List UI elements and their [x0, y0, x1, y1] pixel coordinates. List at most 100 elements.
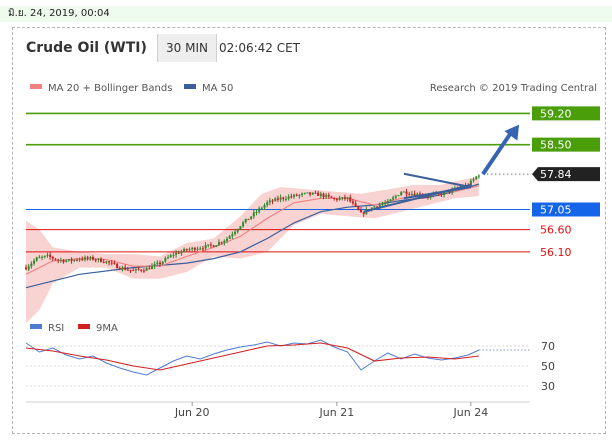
candle-body	[207, 244, 210, 246]
candle-body	[41, 256, 44, 258]
candle-body	[199, 248, 202, 250]
candle-body	[94, 259, 97, 261]
candle-body	[183, 248, 186, 252]
candle-body	[373, 206, 376, 208]
candle-body	[134, 268, 137, 271]
candle-body	[126, 269, 129, 271]
candle-body	[97, 258, 100, 260]
candle-body	[268, 200, 271, 203]
candle-body	[49, 254, 52, 257]
candle-body	[306, 192, 309, 194]
candle-body	[164, 258, 167, 262]
candle-body	[86, 257, 89, 259]
candle-body	[343, 197, 346, 199]
candle-body	[338, 198, 341, 200]
candle-body	[239, 226, 242, 230]
candle-body	[234, 231, 237, 235]
timestamp-text: มิ.ย. 24, 2019, 00:04	[8, 8, 110, 19]
triangle-trendline-top	[403, 172, 472, 189]
candle-body	[346, 197, 349, 199]
candle-body	[394, 195, 397, 198]
candle-body	[357, 206, 360, 211]
candle-body	[472, 179, 475, 181]
candle-body	[65, 260, 68, 262]
legend-ma50: MA 50	[184, 83, 233, 94]
rsi-tick-70: 70	[541, 340, 555, 353]
candle-body	[392, 197, 395, 200]
candle-body	[252, 212, 255, 217]
candle-body	[295, 194, 298, 196]
candle-body	[38, 257, 41, 259]
candle-body	[57, 259, 60, 261]
candle-body	[196, 248, 199, 251]
candle-body	[298, 194, 301, 196]
level-badge-resistance-2	[532, 106, 600, 121]
candle-body	[258, 208, 261, 212]
candle-body	[349, 197, 352, 202]
trendlines-layer	[363, 124, 520, 213]
candle-body	[384, 203, 387, 205]
candle-body	[381, 204, 384, 206]
candle-body	[279, 197, 282, 200]
candle-body	[92, 257, 94, 260]
x-tick-label: Jun 24	[453, 406, 489, 419]
candle-body	[175, 252, 178, 255]
candle-body	[293, 194, 295, 197]
candle-body	[223, 240, 226, 243]
candle-body	[27, 266, 30, 270]
candle-body	[142, 270, 145, 272]
timeframe-box[interactable]	[157, 34, 217, 62]
candle-body	[469, 180, 472, 186]
candle-body	[209, 244, 212, 246]
candle-body	[148, 268, 151, 270]
top-timestamp-bar: มิ.ย. 24, 2019, 00:04	[0, 6, 612, 22]
candle-body	[153, 264, 156, 266]
candle-body	[402, 191, 405, 193]
candle-body	[108, 261, 111, 263]
legend-ma20-label: MA 20 + Bollinger Bands	[48, 83, 172, 94]
candle-body	[360, 210, 362, 213]
candle-body	[73, 259, 76, 261]
level-label-resistance-1: 58.50	[540, 139, 572, 152]
candle-body	[83, 257, 86, 260]
candle-body	[70, 259, 73, 261]
candle-body	[169, 255, 172, 258]
candle-body	[193, 247, 196, 251]
legend-rsi-label: RSI	[48, 323, 64, 334]
candle-body	[78, 259, 81, 261]
candle-body	[236, 229, 239, 232]
candle-body	[333, 197, 336, 199]
levels-layer	[26, 112, 530, 253]
candle-body	[67, 259, 70, 261]
candle-body	[81, 259, 84, 261]
candle-body	[284, 198, 287, 200]
candle-body	[408, 194, 411, 196]
rsi-layer: 70 50 30	[25, 339, 555, 393]
level-label-resistance-2: 59.20	[540, 107, 572, 120]
candle-body	[62, 259, 65, 262]
candle-body	[327, 194, 330, 197]
candle-body	[443, 191, 446, 196]
candle-body	[59, 259, 62, 261]
candle-body	[217, 242, 220, 246]
level-labels-layer: 59.20 58.50 57.84 57.05 56.60 56.10	[532, 106, 600, 259]
x-tick-label: Jun 20	[174, 406, 210, 419]
legend-9ma: 9MA	[78, 323, 118, 334]
candle-body	[263, 205, 266, 208]
candle-body	[413, 193, 416, 196]
candle-body	[386, 201, 389, 204]
candle-body	[362, 212, 365, 214]
candle-body	[137, 268, 140, 270]
candle-body	[172, 254, 175, 256]
candle-body	[226, 238, 228, 241]
candle-body	[242, 222, 245, 227]
candle-body	[102, 262, 105, 264]
candle-body	[167, 257, 170, 259]
candle-body	[266, 202, 269, 206]
candle-body	[129, 269, 132, 271]
candle-body	[150, 265, 153, 270]
level-badge-resistance-1	[532, 137, 600, 152]
candle-body	[354, 203, 357, 207]
timeframe-label[interactable]: 30 MIN	[166, 41, 208, 55]
